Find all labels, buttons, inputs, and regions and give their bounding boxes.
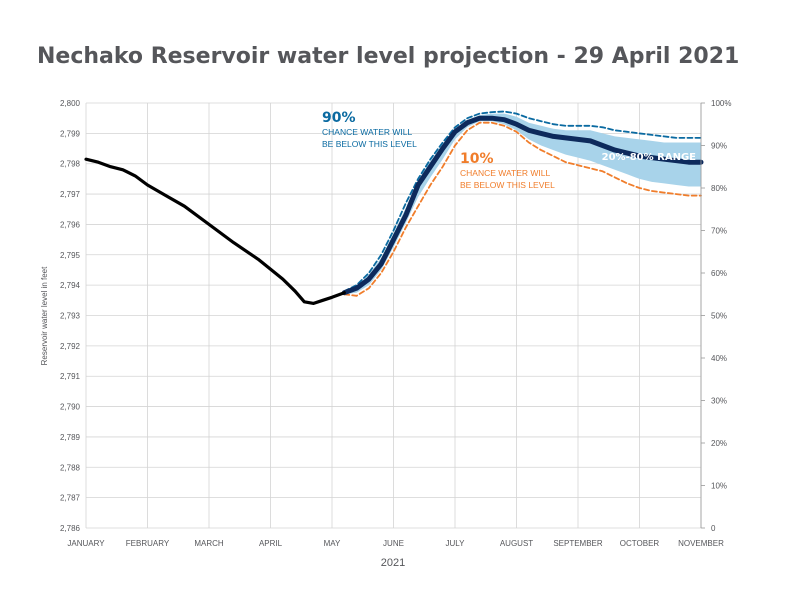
x-tick-label: NOVEMBER	[678, 539, 724, 548]
x-tick-label: JUNE	[383, 539, 404, 548]
series-line-10pct	[343, 121, 702, 297]
y-tick-label: 2,792	[60, 342, 81, 351]
y2-tick-label: 60%	[711, 269, 727, 278]
x-tick-label: OCTOBER	[620, 539, 660, 548]
y-tick-label: 2,789	[60, 433, 81, 442]
annotation-90-line1: CHANCE WATER WILL	[322, 127, 412, 137]
x-tick-label: AUGUST	[500, 539, 533, 548]
annotation-10-line2: BE BELOW THIS LEVEL	[460, 180, 555, 190]
y-tick-label: 2,791	[60, 372, 81, 381]
y-axis-left: 2,786 2,787 2,788 2,789 2,790 2,791 2,792 2,793…	[60, 99, 81, 533]
chart-title: Nechako Reservoir water level projection…	[37, 44, 739, 69]
y-axis-right: 0 10% 20% 30% 40% 50% 60% 70% 80% 90% 100%	[700, 99, 731, 533]
y-tick-label: 2,794	[60, 281, 81, 290]
series-line-median	[341, 115, 704, 296]
x-tick-label: SEPTEMBER	[553, 539, 603, 548]
y2-tick-label: 80%	[711, 184, 727, 193]
x-tick-label: APRIL	[259, 539, 283, 548]
x-axis: JANUARY FEBRUARY MARCH APRIL MAY JUNE JULY AUGU…	[67, 539, 724, 548]
annotation-90-percent: 90%	[322, 110, 356, 126]
y-tick-label: 2,788	[60, 463, 81, 472]
y-tick-label: 2,797	[60, 190, 81, 199]
series-lines	[84, 110, 704, 305]
y-tick-label: 2,798	[60, 160, 81, 169]
y2-tick-label: 40%	[711, 354, 727, 363]
y2-tick-label: 10%	[711, 482, 727, 491]
annotation-10-line1: CHANCE WATER WILL	[460, 168, 550, 178]
y-tick-label: 2,796	[60, 220, 81, 229]
y-tick-label: 2,787	[60, 494, 81, 503]
annotation-90: 90% CHANCE WATER WILL BE BELOW THIS LEVE…	[322, 110, 417, 149]
y2-tick-label: 20%	[711, 439, 727, 448]
x-axis-label: 2021	[381, 557, 405, 569]
y-tick-label: 2,795	[60, 251, 81, 260]
x-tick-label: JANUARY	[67, 539, 105, 548]
y-axis-label: Reservoir water level in feet	[40, 266, 49, 365]
series-line-90pct	[343, 110, 702, 293]
y-tick-label: 2,786	[60, 524, 81, 533]
y-tick-label: 2,799	[60, 129, 81, 138]
x-tick-label: MAY	[324, 539, 341, 548]
y2-tick-label: 0	[711, 524, 716, 533]
annotation-10: 10% CHANCE WATER WILL BE BELOW THIS LEVE…	[460, 151, 555, 190]
y-tick-label: 2,790	[60, 403, 81, 412]
annotation-range: 20%-80% RANGE	[602, 152, 697, 163]
annotation-90-line2: BE BELOW THIS LEVEL	[322, 139, 417, 149]
x-tick-label: FEBRUARY	[126, 539, 170, 548]
y-tick-label: 2,800	[60, 99, 81, 108]
y-tick-label: 2,793	[60, 312, 81, 321]
y2-tick-label: 100%	[711, 99, 731, 108]
x-tick-label: JULY	[446, 539, 466, 548]
y2-tick-label: 70%	[711, 227, 727, 236]
x-tick-label: MARCH	[194, 539, 224, 548]
y2-tick-label: 30%	[711, 397, 727, 406]
series-line-observed	[84, 157, 346, 305]
y2-tick-label: 90%	[711, 142, 727, 151]
annotation-10-percent: 10%	[460, 151, 494, 167]
y2-tick-label: 50%	[711, 312, 727, 321]
